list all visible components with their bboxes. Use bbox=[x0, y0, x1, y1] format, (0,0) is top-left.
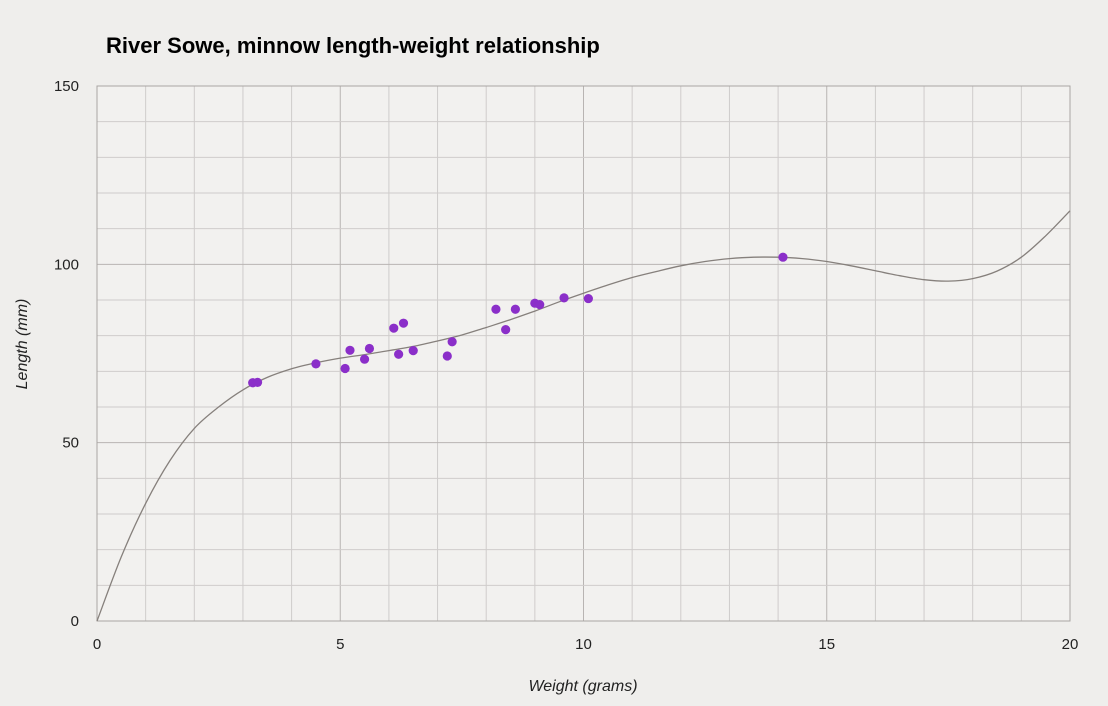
data-point bbox=[394, 349, 404, 359]
x-tick-label: 5 bbox=[336, 636, 344, 653]
x-axis-label: Weight (grams) bbox=[528, 678, 637, 695]
data-point bbox=[559, 293, 569, 303]
data-point bbox=[501, 325, 511, 335]
y-tick-label: 100 bbox=[54, 256, 79, 273]
data-point bbox=[398, 318, 409, 328]
data-point bbox=[359, 354, 370, 364]
data-point bbox=[408, 346, 418, 356]
data-point bbox=[345, 345, 355, 355]
x-tick-label: 15 bbox=[818, 636, 835, 653]
data-point bbox=[340, 363, 350, 374]
data-point bbox=[778, 252, 788, 262]
data-point bbox=[491, 304, 501, 314]
x-tick-label: 10 bbox=[575, 636, 592, 653]
data-point bbox=[364, 343, 375, 354]
data-point bbox=[311, 359, 321, 369]
plot-border bbox=[96, 85, 1071, 622]
y-axis-label: Length (mm) bbox=[14, 299, 31, 390]
x-axis-ticks: 0 5 10 15 20 bbox=[93, 636, 1079, 653]
data-point bbox=[442, 351, 452, 361]
x-tick-label: 0 bbox=[93, 636, 101, 653]
data-point bbox=[389, 323, 399, 333]
data-point bbox=[510, 304, 520, 314]
y-tick-label: 0 bbox=[71, 613, 79, 630]
data-point bbox=[583, 293, 593, 304]
data-point bbox=[447, 337, 457, 347]
y-axis-ticks: 0 50 100 150 bbox=[54, 78, 79, 630]
data-point bbox=[252, 377, 263, 387]
data-point bbox=[535, 300, 545, 310]
y-tick-label: 150 bbox=[54, 78, 79, 95]
data-points bbox=[248, 252, 788, 388]
grid bbox=[96, 85, 1071, 622]
x-tick-label: 20 bbox=[1062, 636, 1079, 653]
y-tick-label: 50 bbox=[62, 435, 79, 452]
chart-title: River Sowe, minnow length-weight relatio… bbox=[106, 33, 600, 58]
